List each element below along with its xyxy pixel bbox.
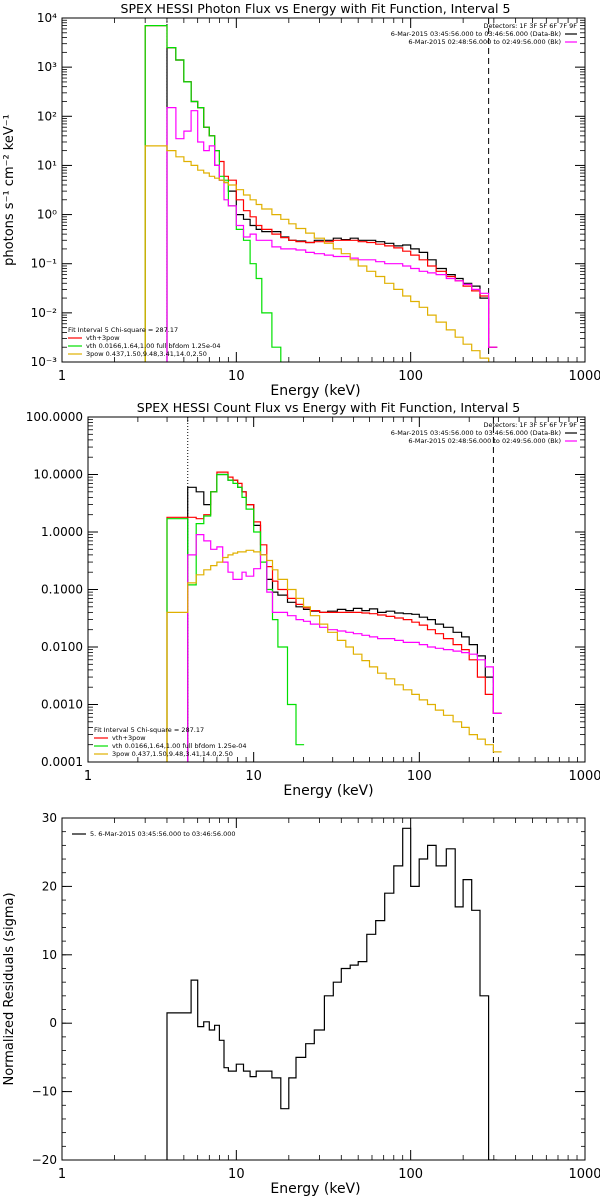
x-tick-label: 1000 xyxy=(568,1167,600,1182)
x-axis-label: Energy (keV) xyxy=(270,1181,360,1197)
legend-entry: Detectors: 1F 3F 5F 6F 7F 9F xyxy=(483,421,577,429)
x-axis-label: Energy (keV) xyxy=(283,783,373,799)
y-axis-label: photons s⁻¹ cm⁻² keV⁻¹ xyxy=(2,114,17,266)
series-1-line xyxy=(187,473,502,762)
y-tick-label: 0.0100 xyxy=(41,640,83,654)
chart-title: SPEX HESSI Photon Flux vs Energy with Fi… xyxy=(121,1,511,16)
series-5-line xyxy=(144,145,490,362)
plot-frame xyxy=(87,416,586,763)
y-tick-label: −20 xyxy=(32,1153,57,1167)
series-1-line xyxy=(166,827,498,1160)
panel-3: 1 10 100 1000 −20 −10 0 10 20 30 Energy (keV) Norma… xyxy=(2,811,600,1197)
y-tick-label: 0 xyxy=(49,1016,57,1030)
y-tick-label: 10⁴ xyxy=(37,11,57,25)
x-tick-label: 100 xyxy=(398,369,423,384)
series-2-line xyxy=(166,471,502,762)
panel-1: 1 10 100 1000 10⁻³ 10⁻² 10⁻¹ 10⁰ 10¹ 10² 10³ 10⁴ SPE… xyxy=(2,1,600,399)
series-2-line xyxy=(144,25,498,362)
legend-entry: Detectors: 1F 3F 5F 6F 7F 9F xyxy=(483,22,577,30)
y-tick-label: 1.0000 xyxy=(41,525,83,539)
y-tick-label: 10¹ xyxy=(37,158,57,172)
y-tick-label: 10⁻² xyxy=(31,306,58,320)
y-tick-label: 10⁰ xyxy=(37,208,57,222)
y-tick-label: 20 xyxy=(42,879,57,893)
y-tick-label: 10⁻¹ xyxy=(31,257,58,271)
y-tick-label: 0.0010 xyxy=(41,698,83,712)
y-tick-label: 10 xyxy=(42,948,57,962)
x-tick-label: 1 xyxy=(58,1167,66,1182)
x-tick-label: 1 xyxy=(58,369,66,384)
plot-frame xyxy=(61,17,586,363)
series-5-line xyxy=(166,549,502,762)
fit-legend-entry: vth+3pow xyxy=(86,334,120,342)
fit-legend-entry: vth 0.0166,1.64,1.00 full bfdom 1.25e-04 xyxy=(86,342,221,350)
fit-legend-entry: Fit Interval 5 Chi-square = 287.17 xyxy=(94,726,204,734)
y-tick-label: 10³ xyxy=(37,60,57,74)
x-tick-label: 1 xyxy=(84,769,92,784)
x-axis-label: Energy (keV) xyxy=(270,383,360,399)
legend-entry: 6-Mar-2015 02:48:56.000 to 02:49:56.000 … xyxy=(408,437,561,445)
y-tick-label: 10² xyxy=(37,109,57,123)
fit-legend-entry: 3pow 0.437,1.50,9.48,3.41,14.0,2.50 xyxy=(112,750,233,758)
legend-entry: 6-Mar-2015 03:45:56.000 to 03:46:56.000 … xyxy=(391,429,561,437)
y-tick-label: 100.0000 xyxy=(26,410,83,424)
series-4-line xyxy=(187,534,502,762)
y-tick-label: 30 xyxy=(42,811,57,825)
series-1-line xyxy=(166,47,498,362)
y-tick-label: 10.0000 xyxy=(33,468,83,482)
fit-legend-entry: vth+3pow xyxy=(112,734,146,742)
fit-legend-entry: Fit Interval 5 Chi-square = 287.17 xyxy=(68,326,178,334)
x-tick-label: 10 xyxy=(228,1167,245,1182)
y-tick-label: 0.1000 xyxy=(41,583,83,597)
x-tick-label: 100 xyxy=(398,1167,423,1182)
plot-frame xyxy=(61,817,586,1161)
series-4-line xyxy=(166,107,498,362)
chart-title: SPEX HESSI Count Flux vs Energy with Fit… xyxy=(137,400,520,415)
y-tick-label: 0.0001 xyxy=(41,755,83,769)
x-tick-label: 100 xyxy=(407,769,432,784)
x-tick-label: 1000 xyxy=(568,769,600,784)
residual-legend-entry: 5. 6-Mar-2015 03:45:56.000 to 03:46:56.0… xyxy=(90,830,236,838)
y-tick-label: −10 xyxy=(32,1085,57,1099)
x-tick-label: 10 xyxy=(245,769,262,784)
fit-legend-entry: vth 0.0166,1.64,1.00 full bfdom 1.25e-04 xyxy=(112,742,247,750)
y-axis-label: Normalized Residuals (sigma) xyxy=(2,892,17,1085)
series-3-line xyxy=(166,473,305,762)
x-tick-label: 10 xyxy=(228,369,245,384)
fit-legend-entry: 3pow 0.437,1.50,9.48,3.41,14.0,2.50 xyxy=(86,350,207,358)
legend-entry: 6-Mar-2015 02:48:56.000 to 02:49:56.000 … xyxy=(408,38,561,46)
legend-entry: 6-Mar-2015 03:45:56.000 to 03:46:56.000 … xyxy=(391,30,561,38)
panel-2: 1 10 100 1000 0.0001 0.0010 0.0100 0.1000 1.0000… xyxy=(26,400,600,799)
x-tick-label: 1000 xyxy=(568,369,600,384)
y-tick-label: 10⁻³ xyxy=(31,355,58,369)
